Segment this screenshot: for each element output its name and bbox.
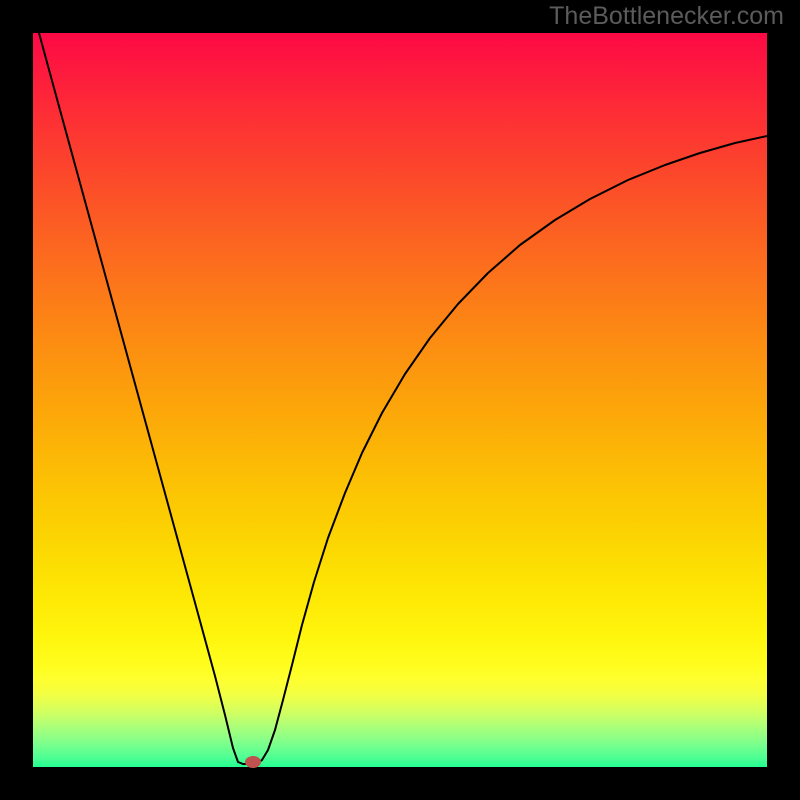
bottleneck-chart — [0, 0, 800, 800]
plot-area — [33, 33, 767, 767]
chart-container: TheBottlenecker.com — [0, 0, 800, 800]
optimal-point-marker — [245, 756, 261, 768]
watermark-link[interactable]: TheBottlenecker.com — [549, 2, 784, 31]
